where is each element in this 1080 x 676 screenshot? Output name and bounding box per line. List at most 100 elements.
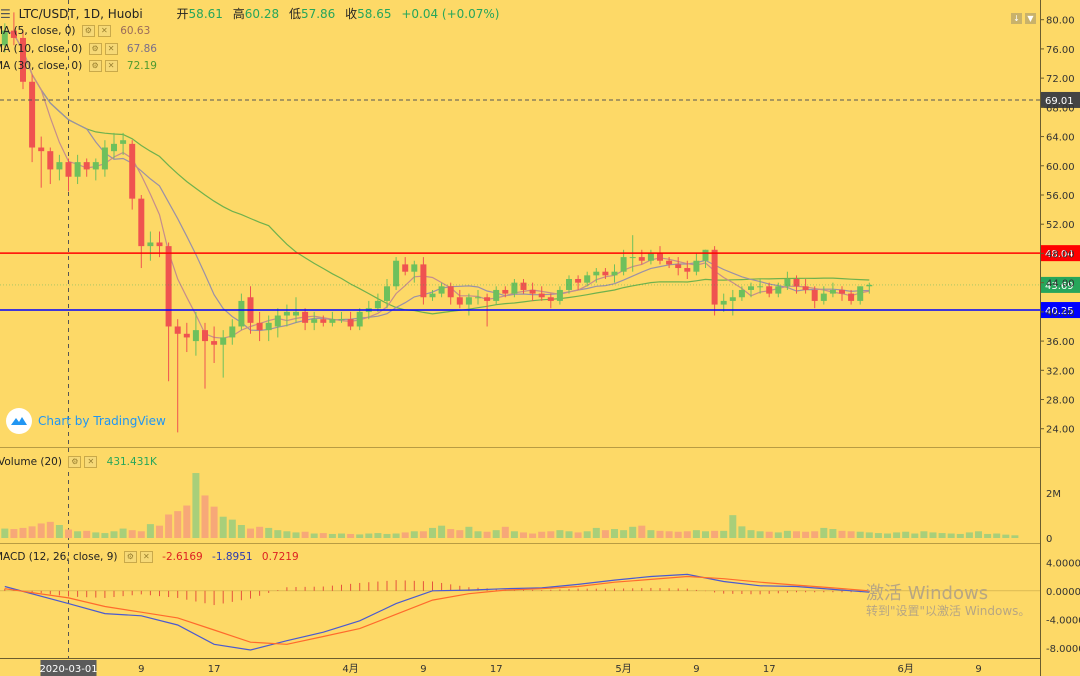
ma10-label: MA (10, close, 0) bbox=[0, 43, 83, 55]
tradingview-label: Chart by TradingView bbox=[38, 414, 166, 428]
volume-bar bbox=[210, 506, 218, 538]
candle-body bbox=[575, 278, 582, 283]
volume-bar bbox=[328, 533, 336, 538]
ma30-legend[interactable]: MA (30, close, 0) ⚙ ✕ 72.19 bbox=[0, 60, 157, 72]
time-tick-label: 9 bbox=[975, 664, 981, 675]
close-icon[interactable]: ✕ bbox=[104, 43, 118, 55]
volume-bar bbox=[65, 529, 72, 538]
candle-body bbox=[147, 242, 154, 247]
candle-body bbox=[502, 289, 509, 294]
candle-body bbox=[220, 337, 227, 345]
candle-body bbox=[602, 271, 609, 276]
price-badge bbox=[1041, 276, 1080, 293]
pane-controls[interactable]: ↓ ▼ bbox=[1011, 13, 1036, 24]
settings-icon[interactable]: ⚙ bbox=[81, 25, 95, 37]
time-tick-label: 9 bbox=[693, 664, 699, 675]
candle-body bbox=[538, 293, 545, 298]
volume-bar bbox=[920, 531, 928, 538]
settings-icon[interactable]: ⚙ bbox=[123, 551, 137, 563]
price-tick-label: 52.00 bbox=[1046, 220, 1075, 231]
time-tick-label: 17 bbox=[208, 664, 221, 675]
macd-tick-label: -4.0000 bbox=[1046, 615, 1080, 626]
volume-bar bbox=[201, 495, 209, 538]
volume-bar bbox=[474, 531, 482, 538]
volume-bar bbox=[947, 533, 955, 538]
candle-body bbox=[293, 311, 299, 316]
macd-line bbox=[4, 573, 870, 651]
candle-body bbox=[556, 289, 563, 301]
candle-body bbox=[83, 162, 90, 170]
ma10-legend[interactable]: MA (10, close, 0) ⚙ ✕ 67.86 bbox=[0, 43, 157, 55]
volume-legend[interactable]: Volume (20) ⚙ ✕ 431.431K bbox=[0, 456, 157, 468]
candle-body bbox=[274, 315, 281, 327]
price-badge-label: 40.25 bbox=[1045, 306, 1074, 317]
tradingview-badge[interactable]: Chart by TradingView bbox=[6, 408, 166, 434]
ma5-legend[interactable]: MA (5, close, 0) ⚙ ✕ 60.63 bbox=[0, 25, 150, 37]
close-icon[interactable]: ✕ bbox=[104, 60, 118, 72]
symbol-title[interactable]: LTC/USDT, 1D, Huobi bbox=[18, 7, 143, 21]
candle-body bbox=[629, 257, 636, 259]
volume-bar bbox=[247, 528, 254, 538]
volume-bar bbox=[365, 533, 373, 538]
candle-body bbox=[120, 140, 127, 144]
signal-value: -1.8951 bbox=[212, 551, 253, 563]
ma10-line bbox=[4, 30, 870, 332]
price-tick-label: 40.00 bbox=[1046, 308, 1075, 319]
candle-body bbox=[647, 253, 654, 261]
settings-icon[interactable]: ⚙ bbox=[68, 456, 82, 468]
close-label: 收 bbox=[345, 7, 358, 21]
candle-body bbox=[848, 293, 855, 301]
candle-body bbox=[202, 330, 208, 342]
candle-body bbox=[92, 162, 99, 170]
volume-bar bbox=[456, 530, 464, 538]
settings-icon[interactable]: ⚙ bbox=[88, 60, 102, 72]
arrow-down-icon[interactable]: ↓ bbox=[1011, 13, 1022, 24]
candle-body bbox=[356, 311, 363, 327]
menu-icon[interactable]: ☰ bbox=[0, 7, 11, 21]
candle-body bbox=[684, 268, 691, 272]
candle-body bbox=[720, 300, 727, 305]
volume-bar bbox=[401, 532, 409, 538]
collapse-icon[interactable]: ▼ bbox=[1025, 13, 1036, 24]
candle-body bbox=[611, 271, 618, 276]
price-tick-label: 64.00 bbox=[1046, 133, 1075, 144]
price-tick-label: 76.00 bbox=[1046, 45, 1075, 56]
volume-bar bbox=[410, 531, 418, 538]
volume-bar bbox=[383, 533, 391, 538]
price-tick-label: 72.00 bbox=[1046, 74, 1075, 85]
ma30-value: 72.19 bbox=[126, 60, 157, 72]
candle-body bbox=[711, 249, 718, 305]
close-icon[interactable]: ✕ bbox=[139, 551, 153, 563]
close-icon[interactable]: ✕ bbox=[84, 456, 98, 468]
candle-body bbox=[329, 319, 336, 323]
volume-bar bbox=[310, 533, 318, 538]
volume-bar bbox=[483, 531, 491, 538]
volume-bar bbox=[19, 527, 27, 538]
close-icon[interactable]: ✕ bbox=[97, 25, 111, 37]
volume-bar bbox=[192, 473, 200, 538]
volume-bar bbox=[975, 531, 982, 538]
windows-activation-hint: 转到"设置"以激活 Windows。 bbox=[866, 604, 1031, 618]
price-tick-label: 36.00 bbox=[1046, 337, 1075, 348]
volume-bar bbox=[783, 530, 791, 538]
volume-bar bbox=[55, 525, 63, 538]
close-value: 58.65 bbox=[357, 7, 392, 21]
candle-body bbox=[174, 326, 181, 334]
volume-bar bbox=[902, 531, 910, 538]
candle-body bbox=[384, 286, 390, 301]
macd-legend[interactable]: MACD (12, 26, close, 9) ⚙ ✕ -2.6169 -1.89… bbox=[0, 551, 299, 563]
candle-body bbox=[29, 81, 36, 148]
volume-bar bbox=[37, 523, 45, 538]
horizontal-lines[interactable]: 69.01 48.04 43.69 40.25 bbox=[0, 91, 1080, 319]
candle-body bbox=[183, 333, 190, 338]
candle-body bbox=[866, 284, 873, 287]
time-tick-label: 9 bbox=[138, 664, 144, 675]
settings-icon[interactable]: ⚙ bbox=[88, 43, 102, 55]
candle-body bbox=[484, 297, 491, 301]
candle-body bbox=[138, 198, 145, 247]
signal-line bbox=[4, 575, 870, 645]
volume-bar bbox=[128, 530, 136, 538]
volume-bar bbox=[729, 515, 737, 538]
candle-body bbox=[784, 278, 791, 287]
